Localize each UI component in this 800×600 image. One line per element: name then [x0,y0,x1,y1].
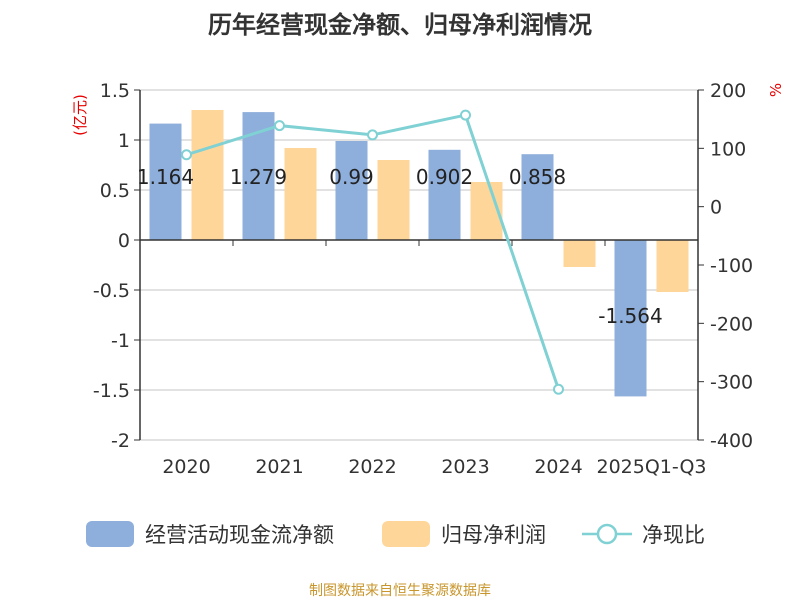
bar-cashflow [428,149,461,240]
x-tick-label: 2025Q1-Q3 [597,456,707,478]
ratio-point [367,129,378,141]
ratio-line-path [186,113,560,390]
ratio-point [460,109,471,121]
right-tick-label: -200 [710,313,753,335]
bar-cashflow [335,141,368,240]
cashflow-data-label: 0.902 [416,165,473,189]
cashflow-data-label: 0.858 [509,165,566,189]
bar-net-profit [377,160,410,240]
ratio-point [553,383,564,395]
left-tick-label: 1.5 [100,80,130,102]
x-tick-label: 2022 [348,456,396,478]
bar-net-profit [284,148,317,240]
left-tick-label: 1 [118,130,130,152]
ratio-point [274,120,285,132]
cashflow-data-label: -1.564 [598,304,662,328]
left-tick-label: -1.5 [93,380,130,402]
legend-marker-ratio [596,523,618,545]
axes [134,89,704,441]
legend-label-net-profit: 归母净利润 [441,523,546,547]
cashflow-data-label: 0.99 [329,165,374,189]
source-note: 制图数据来自恒生聚源数据库 [309,583,491,599]
x-tick-label: 2023 [441,456,489,478]
left-tick-label: -0.5 [93,280,130,302]
x-tick-label: 2020 [162,456,210,478]
right-tick-label: -300 [710,372,753,394]
right-tick-label: -100 [710,255,753,277]
legend-swatch-net-profit [382,521,430,547]
legend-label-ratio: 净现比 [642,523,705,547]
bar-cashflow [149,123,182,240]
right-tick-label: -400 [710,430,753,452]
left-tick-label: 0.5 [100,180,130,202]
bar-net-profit [563,240,596,267]
x-tick-label: 2021 [255,456,303,478]
left-tick-label: -2 [111,430,130,452]
legend: 经营活动现金流净额 归母净利润 净现比 [86,521,705,547]
left-axis-unit: (亿元) [71,94,89,136]
tick-labels: 1.5 1 0.5 0 -0.5 -1 -1.5 -2 200 100 0 -100 -200 -300 -… [93,80,753,478]
x-tick-label: 2024 [534,456,582,478]
left-tick-label: 0 [118,230,130,252]
right-tick-label: 100 [710,138,746,160]
bar-cashflow [521,154,554,240]
bars [149,110,689,397]
legend-swatch-cashflow [86,521,134,547]
cashflow-data-label: 1.164 [137,165,194,189]
ratio-line [181,109,564,395]
right-tick-label: 0 [710,197,722,219]
bar-net-profit [656,240,689,292]
ratio-point [181,149,192,161]
right-tick-label: 200 [710,80,746,102]
chart-title: 历年经营现金净额、归母净利润情况 [208,11,592,39]
right-axis-unit: % [767,83,785,97]
legend-label-cashflow: 经营活动现金流净额 [145,523,334,547]
left-tick-label: -1 [111,330,130,352]
cashflow-data-label: 1.279 [230,165,287,189]
data-labels: 1.164 1.279 0.99 0.902 0.858 -1.564 [137,165,663,328]
bar-cashflow [614,240,647,397]
bar-net-profit [191,110,224,240]
